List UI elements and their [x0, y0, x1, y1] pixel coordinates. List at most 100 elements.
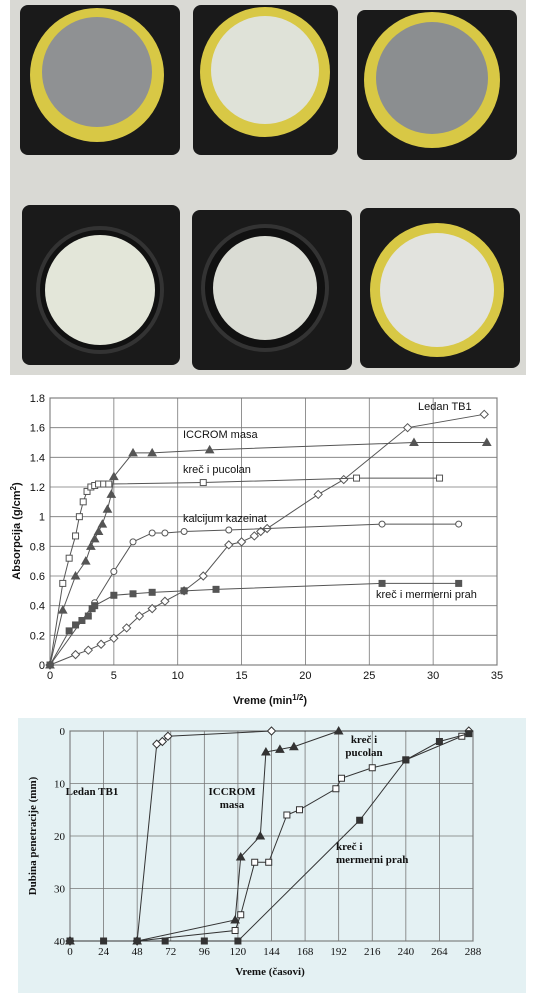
marker [96, 639, 106, 649]
marker [147, 603, 157, 614]
y-tick-label: 0 [60, 726, 66, 738]
x-tick-label: 72 [165, 946, 176, 958]
x-tick-label: 10 [172, 670, 184, 682]
marker [235, 851, 246, 861]
marker [66, 937, 74, 945]
series-line [49, 523, 459, 666]
marker [204, 444, 215, 454]
axis-label-part: ) [11, 482, 23, 486]
marker [402, 422, 413, 433]
series-label: kreč i [351, 734, 377, 746]
x-tick-label: 15 [235, 670, 247, 682]
marker [230, 914, 240, 924]
x-tick-label: 35 [491, 670, 503, 682]
marker [465, 730, 473, 738]
axis-label-part: Vreme (min [233, 695, 293, 707]
marker [265, 858, 273, 866]
y-tick-label: 0 [39, 660, 45, 672]
marker [83, 487, 91, 495]
marker [110, 568, 118, 576]
plot-area [49, 397, 498, 666]
marker [121, 623, 132, 633]
sample-surface [42, 17, 152, 127]
marker [128, 447, 138, 457]
marker [256, 526, 266, 537]
marker [255, 830, 266, 840]
marker [89, 533, 100, 543]
marker [161, 529, 169, 537]
marker [65, 554, 73, 562]
marker [378, 520, 386, 528]
y-tick-label: 1.2 [30, 482, 45, 494]
y-tick-label: 0.4 [30, 601, 45, 613]
marker [100, 937, 108, 945]
marker [86, 541, 96, 550]
axis-label-part: 2 [9, 485, 18, 490]
x-tick-label: 0 [47, 670, 53, 682]
series-label: kalcijum kazeinat [183, 513, 267, 525]
marker [479, 409, 489, 420]
series-label: ICCROM masa [183, 429, 258, 441]
axis-label-part: Dubina penetracije (mm) [27, 776, 39, 895]
series-label: kreč i mermerni prah [376, 589, 477, 601]
photo [10, 0, 526, 375]
marker [295, 806, 303, 814]
series-label: kreč i [336, 841, 362, 853]
marker [57, 605, 68, 614]
marker [75, 513, 83, 521]
x-tick-label: 216 [364, 946, 381, 958]
x-tick-label: 25 [363, 670, 375, 682]
marker [266, 726, 277, 736]
series-line [49, 413, 485, 666]
series-label: kreč i pucolan [183, 464, 251, 476]
marker [435, 738, 443, 745]
marker [289, 741, 299, 751]
marker [180, 587, 188, 595]
marker [83, 645, 94, 655]
x-tick-label: 192 [330, 946, 347, 958]
marker [180, 528, 188, 535]
marker [133, 937, 141, 945]
series-label: Ledan TB1 [418, 401, 472, 413]
sample-surface [213, 236, 317, 340]
marker [199, 479, 207, 487]
marker [234, 937, 242, 945]
marker [78, 617, 86, 624]
sample-surface [45, 235, 155, 345]
marker [455, 520, 463, 528]
x-axis-label: Vreme (časovi) [235, 966, 305, 978]
series-label: pucolan [345, 747, 382, 759]
marker [237, 911, 245, 919]
marker [148, 588, 156, 596]
marker [353, 474, 361, 482]
marker [105, 480, 113, 488]
marker [72, 621, 80, 629]
marker [283, 811, 291, 819]
chart: 0 5 10 15 20 25 30 35 0 0.2 0.4 0.6 0.8 1 1.2 1.4 1.6 1.8… [9, 393, 503, 707]
x-tick-label: 120 [230, 946, 247, 958]
marker [108, 471, 119, 481]
sample-surface [380, 233, 494, 347]
marker [148, 529, 156, 537]
marker [261, 746, 271, 756]
series-line [49, 442, 487, 666]
chart-background [18, 718, 526, 993]
marker [368, 764, 376, 772]
marker [147, 447, 158, 457]
marker [46, 661, 54, 669]
x-tick-label: 264 [431, 946, 448, 958]
y-tick-label: 40 [54, 936, 66, 948]
sample-surface [376, 22, 488, 134]
y-tick-label: 1 [39, 512, 45, 524]
marker [129, 538, 137, 546]
marker [378, 579, 386, 587]
marker [275, 744, 285, 753]
y-tick-label: 0.6 [30, 571, 45, 583]
x-tick-label: 30 [427, 670, 439, 682]
marker [110, 591, 118, 599]
y-tick-label: 1.6 [30, 423, 45, 435]
x-tick-label: 5 [111, 670, 117, 682]
series-label: masa [220, 799, 245, 811]
x-tick-label: 48 [132, 946, 144, 958]
